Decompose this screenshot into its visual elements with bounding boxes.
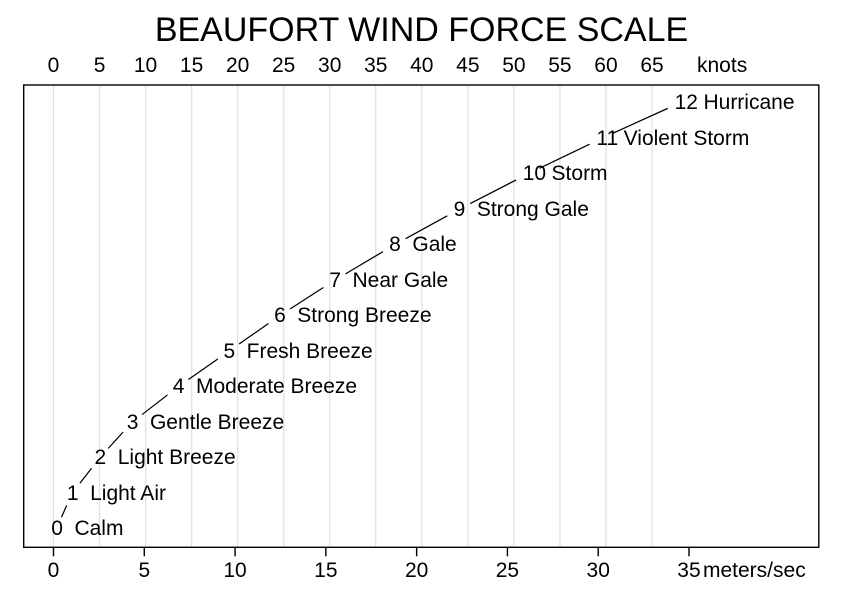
bottom-axis-tick-label: 15 [314, 559, 338, 582]
bottom-axis-tick-label: 25 [495, 559, 520, 582]
beaufort-force-name: Gentle Breeze [149, 410, 285, 434]
curve-segment [141, 394, 168, 416]
beaufort-force-name: Near Gale [352, 268, 449, 292]
beaufort-force-number: 11 [596, 126, 619, 150]
beaufort-point-label: 10 Storm [523, 163, 608, 185]
beaufort-force-number: 5 [223, 339, 236, 363]
beaufort-force-name: Fresh Breeze [246, 339, 373, 363]
beaufort-point-label: 6 Strong Breeze [274, 305, 431, 327]
beaufort-force-number: 12 [674, 91, 698, 114]
curve-segment [188, 358, 219, 381]
bottom-axis-tick-label: 20 [404, 559, 429, 582]
beaufort-force-number: 4 [172, 375, 185, 398]
beaufort-force-name: Light Air [90, 481, 166, 505]
beaufort-force-number: 10 [522, 162, 547, 185]
beaufort-force-number: 0 [51, 517, 63, 540]
beaufort-force-name: Light Breeze [117, 446, 236, 469]
bottom-axis-tick-label: 30 [586, 559, 610, 582]
beaufort-point-label: 1 Light Air [66, 481, 166, 505]
top-axis-tick-label: 45 [456, 54, 480, 77]
curve-segment [405, 215, 448, 240]
beaufort-force-name: Moderate Breeze [195, 375, 358, 398]
beaufort-point-label: 7 Near Gale [329, 268, 449, 292]
beaufort-force-number: 6 [274, 304, 286, 327]
beaufort-force-name: Gale [412, 233, 457, 256]
beaufort-force-name: Storm [551, 162, 608, 185]
beaufort-force-name: Strong Breeze [297, 304, 432, 327]
beaufort-force-number: 9 [453, 197, 466, 221]
top-axis-tick-label: 25 [272, 54, 296, 77]
curve-segment [107, 431, 124, 449]
chart-title: BEAUFORT WIND FORCE SCALE [154, 11, 689, 49]
top-axis-tick-label: 55 [548, 54, 572, 77]
beaufort-force-name: Calm [74, 517, 124, 540]
bottom-axis-tick-label: 0 [47, 559, 60, 582]
top-axis-tick-label: 5 [93, 54, 106, 77]
top-axis-unit-label: knots [697, 54, 748, 77]
beaufort-point-label: 9 Strong Gale [453, 197, 589, 221]
beaufort-point-label: 11 Violent Storm [596, 126, 750, 150]
beaufort-point-label: 5 Fresh Breeze [223, 339, 373, 363]
beaufort-force-number: 8 [389, 233, 401, 256]
beaufort-force-number: 2 [94, 446, 107, 469]
beaufort-point-label: 12 Hurricane [675, 92, 795, 114]
curve-segment [539, 143, 590, 169]
top-axis-tick-label: 15 [179, 54, 204, 77]
beaufort-force-name: Strong Gale [476, 197, 589, 221]
curve-segment [469, 179, 517, 205]
top-axis-tick-label: 10 [133, 54, 158, 77]
beaufort-force-name: Violent Storm [623, 126, 750, 150]
curve-segment [238, 322, 269, 345]
top-axis-tick-label: 65 [640, 54, 664, 77]
top-axis-tick-label: 0 [47, 54, 60, 77]
curve-segment [60, 505, 68, 518]
beaufort-point-label: 8 Gale [389, 234, 457, 256]
beaufort-force-name: Hurricane [703, 91, 795, 114]
top-axis-tick-label: 40 [410, 54, 434, 77]
beaufort-force-number: 3 [126, 410, 139, 434]
top-axis-tick-label: 20 [225, 54, 250, 77]
beaufort-force-number: 1 [66, 481, 79, 505]
top-axis-tick-label: 50 [502, 54, 526, 77]
beaufort-point-label: 2 Light Breeze [95, 447, 236, 469]
beaufort-force-number: 7 [329, 268, 342, 292]
curve-segment [289, 287, 324, 310]
beaufort-point-label: 3 Gentle Breeze [126, 410, 285, 434]
curve-segment [612, 107, 669, 134]
bottom-axis-tick-label: 5 [138, 559, 151, 582]
bottom-axis-tick-label: 10 [223, 559, 247, 582]
beaufort-point-label: 4 Moderate Breeze [173, 376, 357, 398]
curve-segment [345, 251, 384, 275]
curve-segment [79, 467, 93, 484]
bottom-axis-unit-label: meters/sec [703, 559, 806, 582]
top-axis-tick-label: 60 [594, 54, 618, 77]
top-axis-tick-label: 30 [318, 54, 342, 77]
top-axis-tick-label: 35 [364, 54, 388, 77]
plot-border [23, 84, 820, 548]
beaufort-point-label: 0 Calm [51, 518, 123, 540]
bottom-axis-tick-label: 35 [677, 559, 701, 582]
